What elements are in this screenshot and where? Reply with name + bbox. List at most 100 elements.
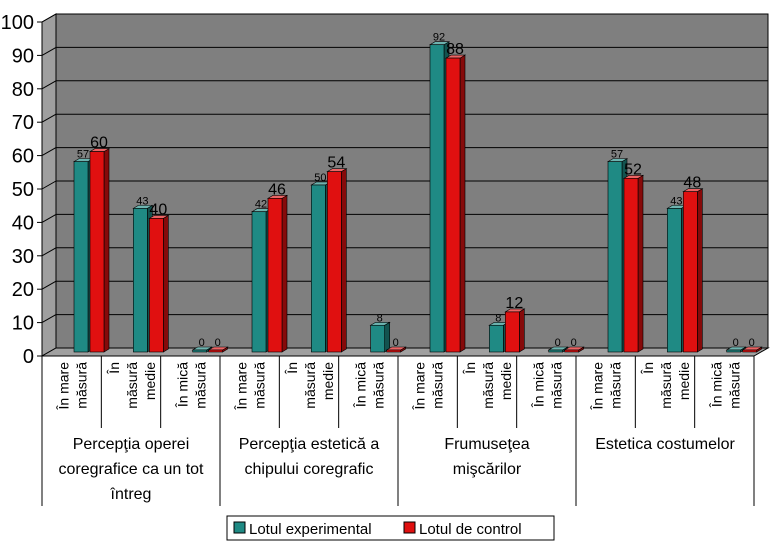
gridline-side: [41, 13, 57, 23]
bar: [327, 171, 342, 353]
data-label: 0: [749, 337, 755, 349]
legend-swatch: [233, 521, 246, 534]
data-label: 50: [314, 172, 326, 184]
gridline-side: [41, 113, 57, 123]
bar: [208, 349, 223, 353]
x-tick-label: În mică: [174, 362, 190, 408]
gridline-side: [41, 46, 57, 56]
bar: [683, 191, 698, 353]
group-label: Percepţia estetică a: [239, 436, 380, 453]
bar: [445, 57, 461, 353]
x-tick-label: În mare: [234, 362, 250, 411]
y-tick-label: 10: [12, 313, 34, 335]
bar: [133, 208, 148, 353]
data-label: 46: [268, 181, 286, 198]
x-tick-label: În mare: [412, 362, 428, 411]
group-label: chipului coregrafic: [245, 461, 374, 478]
group-label: Frumuseţea: [444, 436, 529, 453]
data-label: 0: [393, 337, 399, 349]
group-label: Estetica costumelor: [595, 436, 735, 453]
x-tick-label: măsură: [370, 362, 386, 409]
gridline-side: [41, 247, 57, 257]
bar-side: [341, 168, 347, 353]
data-label: 92: [433, 32, 445, 44]
legend-label: Lotul experimental: [249, 521, 372, 538]
group-label: mişcărilor: [453, 461, 522, 478]
bar: [667, 208, 682, 353]
data-label: 8: [377, 312, 383, 324]
y-tick-label: 50: [12, 179, 34, 201]
y-tick-label: 20: [12, 279, 34, 301]
legend-swatch: [403, 521, 416, 534]
x-tick-label: medie: [676, 362, 692, 400]
x-tick-label: În mică: [708, 362, 724, 408]
gridline-side: [41, 80, 57, 90]
gridline-side: [41, 213, 57, 223]
data-label: 57: [77, 149, 89, 161]
data-label: 88: [446, 41, 464, 58]
gridline-side: [41, 280, 57, 290]
x-tick-label: măsură: [192, 362, 208, 409]
data-label: 0: [215, 337, 221, 349]
x-tick-label: măsură: [726, 362, 742, 409]
x-tick-label: măsură: [252, 362, 268, 409]
bar-side: [163, 214, 169, 353]
data-label: 0: [555, 337, 561, 349]
y-tick-label: 60: [12, 146, 34, 168]
bar-side: [384, 321, 390, 353]
bar: [742, 349, 757, 353]
x-tick-label: măsură: [74, 362, 90, 409]
legend-box: [226, 515, 555, 541]
gridline-side: [41, 314, 57, 324]
bar-side: [519, 308, 525, 353]
bar: [429, 44, 445, 353]
data-label: 8: [495, 312, 501, 324]
bar: [311, 184, 326, 353]
x-tick-label: În mică: [352, 362, 368, 408]
x-tick-label: În: [106, 362, 122, 375]
x-tick-label: medie: [498, 362, 514, 400]
x-tick-label: În: [284, 362, 300, 375]
group-label: coregrafice ca un tot: [59, 461, 205, 478]
x-tick-label: măsură: [124, 362, 140, 409]
y-tick-label: 100: [1, 12, 34, 34]
data-label: 40: [149, 201, 167, 218]
x-tick-label: măsură: [658, 362, 674, 409]
bar-side: [281, 194, 288, 353]
y-tick-label: 30: [12, 246, 34, 268]
group-label: Percepţia operei: [73, 436, 190, 453]
bar: [89, 151, 105, 353]
bar-side: [459, 54, 466, 353]
x-tick-label: măsură: [608, 362, 624, 409]
x-tick-label: În: [640, 362, 656, 375]
x-tick-label: măsură: [548, 362, 564, 409]
data-label: 42: [255, 199, 267, 211]
bar: [149, 218, 164, 353]
bar-side: [637, 174, 644, 353]
data-label: 48: [683, 175, 701, 192]
bar: [73, 161, 89, 353]
y-tick-label: 80: [12, 79, 34, 101]
gridline-side: [41, 180, 57, 190]
y-tick-label: 70: [12, 112, 34, 134]
bar-side: [697, 188, 703, 353]
bar: [623, 178, 639, 353]
data-label: 60: [90, 135, 108, 152]
x-tick-label: În: [462, 362, 478, 375]
bar: [386, 349, 401, 353]
x-tick-label: În mică: [530, 362, 546, 408]
x-tick-label: medie: [320, 362, 336, 400]
bar: [370, 324, 385, 353]
x-tick-label: medie: [142, 362, 158, 400]
x-tick-label: măsură: [480, 362, 496, 409]
bar-side: [103, 148, 110, 353]
data-label: 57: [611, 149, 623, 161]
x-tick-label: În mare: [590, 362, 606, 411]
bar: [267, 198, 283, 353]
data-label: 43: [136, 195, 148, 207]
bar: [505, 311, 520, 353]
data-label: 12: [505, 295, 523, 312]
data-label: 0: [733, 337, 739, 349]
data-label: 0: [199, 337, 205, 349]
